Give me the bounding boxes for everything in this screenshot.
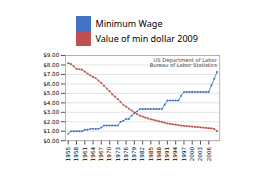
svg-text:1973: 1973 bbox=[115, 146, 121, 161]
svg-text:US Department of LaborBureau o: US Department of LaborBureau of Labor St… bbox=[150, 57, 218, 68]
svg-text:$1.00: $1.00 bbox=[43, 128, 59, 134]
html-text:Value of min dollar 2009: Value of min dollar 2009 bbox=[95, 32, 198, 45]
svg-text:1961: 1961 bbox=[82, 146, 88, 161]
svg-text:$3.00: $3.00 bbox=[43, 109, 59, 115]
svg-text:1979: 1979 bbox=[131, 146, 137, 161]
svg-text:2006: 2006 bbox=[206, 146, 212, 161]
svg-text:1970: 1970 bbox=[106, 146, 112, 161]
svg-text:1991: 1991 bbox=[164, 146, 170, 161]
svg-text:$5.00: $5.00 bbox=[43, 90, 59, 96]
svg-text:$2.00: $2.00 bbox=[43, 118, 59, 124]
svg-text:$9.00: $9.00 bbox=[43, 52, 59, 58]
svg-text:1955: 1955 bbox=[65, 146, 71, 161]
svg-text:1985: 1985 bbox=[148, 146, 154, 161]
svg-text:2003: 2003 bbox=[197, 146, 203, 161]
svg-text:$6.00: $6.00 bbox=[43, 80, 59, 86]
svg-text:$7.00: $7.00 bbox=[43, 71, 59, 77]
svg-text:$8.00: $8.00 bbox=[43, 61, 59, 67]
svg-text:1982: 1982 bbox=[139, 146, 145, 160]
html-text:Minimum Wage: Minimum Wage bbox=[95, 17, 163, 30]
svg-text:2000: 2000 bbox=[189, 146, 195, 161]
svg-text:1967: 1967 bbox=[98, 146, 104, 161]
svg-text:1958: 1958 bbox=[73, 146, 79, 161]
svg-text:$0.00: $0.00 bbox=[43, 137, 59, 143]
svg-text:1988: 1988 bbox=[156, 146, 162, 161]
svg-text:1997: 1997 bbox=[181, 146, 187, 161]
svg-text:1994: 1994 bbox=[172, 146, 178, 161]
svg-text:$4.00: $4.00 bbox=[43, 99, 59, 105]
svg-text:1964: 1964 bbox=[90, 146, 96, 161]
svg-text:1976: 1976 bbox=[123, 146, 129, 161]
